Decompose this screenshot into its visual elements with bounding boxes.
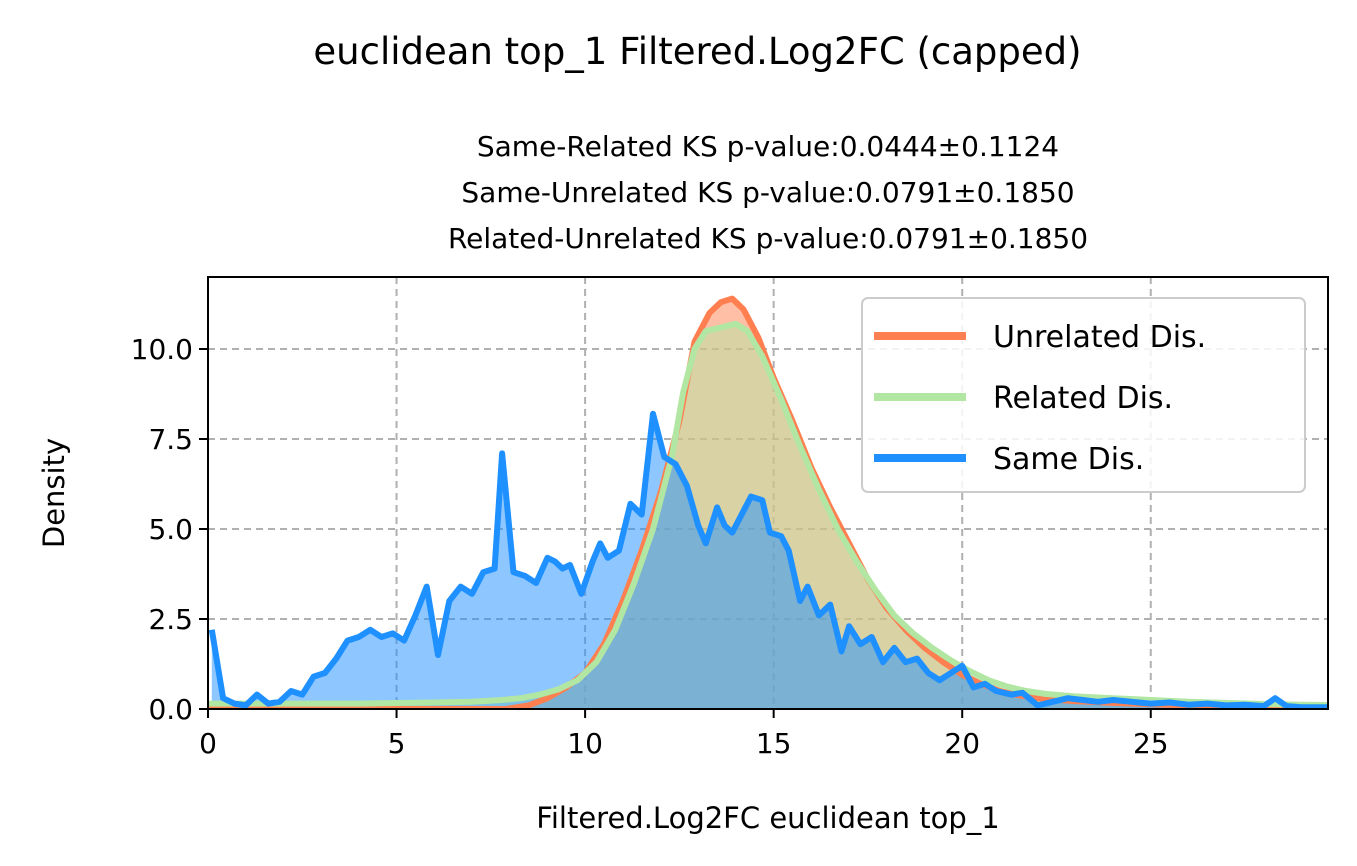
y-tick-label: 0.0 bbox=[148, 693, 193, 726]
ks-same-unrelated-subtitle: Same-Unrelated KS p-value:0.0791±0.1850 bbox=[461, 176, 1075, 209]
plot-frame bbox=[207, 276, 1329, 710]
x-tick-label: 15 bbox=[756, 727, 792, 760]
x-tick-label: 0 bbox=[199, 727, 217, 760]
legend: Unrelated Dis. Related Dis. Same Dis. bbox=[861, 297, 1306, 493]
legend-box bbox=[861, 297, 1306, 493]
related-dis-line bbox=[208, 320, 1328, 708]
y-tick-label: 7.5 bbox=[148, 423, 193, 456]
x-tick-label: 5 bbox=[388, 727, 406, 760]
plot-area bbox=[208, 295, 1328, 709]
ks-same-related-subtitle: Same-Related KS p-value:0.0444±0.1124 bbox=[476, 130, 1060, 163]
y-tick-label: 10.0 bbox=[131, 333, 193, 366]
same-dis-line bbox=[208, 410, 1328, 709]
ks-related-unrelated-subtitle: Related-Unrelated KS p-value:0.0791±0.18… bbox=[447, 222, 1089, 255]
x-tick-label: 20 bbox=[944, 727, 980, 760]
legend-label-unrelated-dis: Unrelated Dis. bbox=[993, 320, 1206, 355]
y-tick-label: 5.0 bbox=[148, 513, 193, 546]
x-axis-label: Filtered.Log2FC euclidean top_1 bbox=[536, 801, 999, 835]
y-axis-label: Density bbox=[37, 438, 71, 548]
legend-label-same-dis: Same Dis. bbox=[993, 442, 1144, 477]
legend-label-related-dis: Related Dis. bbox=[993, 381, 1173, 416]
y-tick-label: 2.5 bbox=[148, 603, 193, 636]
x-tick-label: 25 bbox=[1133, 727, 1169, 760]
same-dis-area bbox=[211, 413, 1328, 709]
figure-suptitle: euclidean top_1 Filtered.Log2FC (capped) bbox=[313, 30, 1082, 73]
x-tick-label: 10 bbox=[567, 727, 603, 760]
